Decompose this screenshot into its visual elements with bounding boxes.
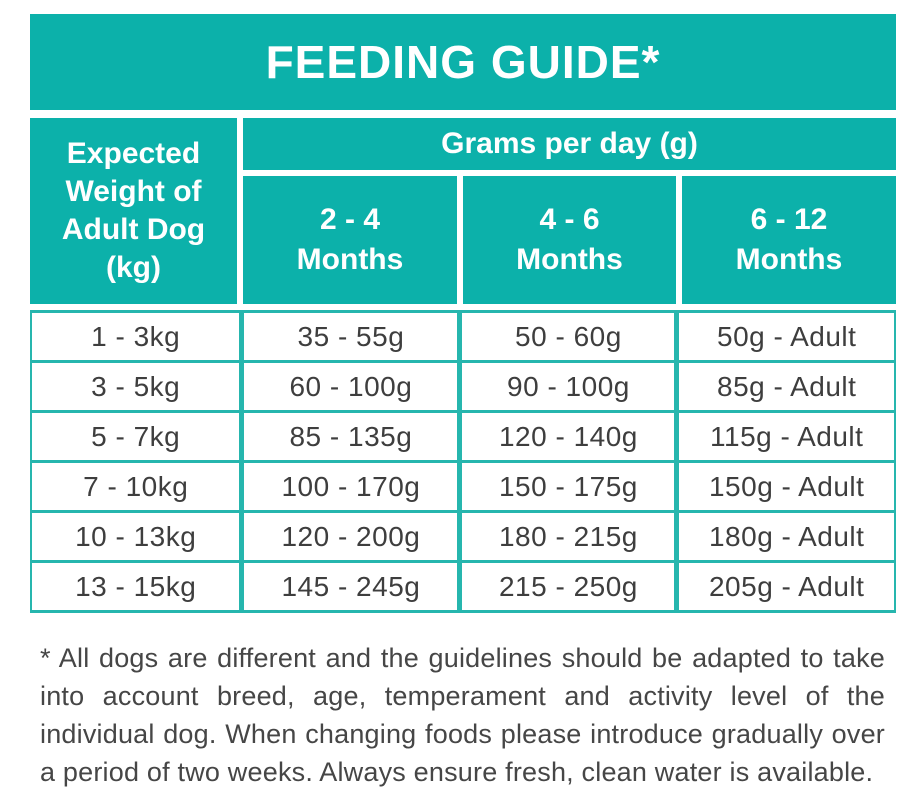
cell-weight: 5 - 7kg — [30, 410, 245, 463]
table-row: 7 - 10kg 100 - 170g 150 - 175g 150g - Ad… — [30, 460, 897, 513]
cell-4-6-months: 90 - 100g — [457, 360, 680, 413]
cell-2-4-months: 85 - 135g — [239, 410, 463, 463]
cell-6-12-months: 180g - Adult — [674, 510, 897, 563]
cell-6-12-months: 85g - Adult — [674, 360, 897, 413]
cell-2-4-months: 60 - 100g — [239, 360, 463, 413]
cell-weight: 13 - 15kg — [30, 560, 245, 613]
feeding-table: 1 - 3kg 35 - 55g 50 - 60g 50g - Adult 3 … — [30, 310, 897, 613]
cell-2-4-months: 120 - 200g — [239, 510, 463, 563]
table-row: 5 - 7kg 85 - 135g 120 - 140g 115g - Adul… — [30, 410, 897, 463]
header-expected-weight: Expected Weight of Adult Dog (kg) — [30, 118, 237, 304]
cell-weight: 10 - 13kg — [30, 510, 245, 563]
header-col-2-4-months-label: 2 - 4 Months — [296, 203, 404, 276]
header-col-6-12-months-label: 6 - 12 Months — [735, 203, 843, 276]
table-row: 10 - 13kg 120 - 200g 180 - 215g 180g - A… — [30, 510, 897, 563]
header-grams-per-day: Grams per day (g) — [243, 118, 896, 170]
header-col-6-12-months: 6 - 12 Months — [682, 176, 896, 304]
footnote: * All dogs are different and the guideli… — [40, 643, 885, 787]
title-banner: FEEDING GUIDE* — [30, 14, 896, 110]
cell-6-12-months: 115g - Adult — [674, 410, 897, 463]
cell-6-12-months: 205g - Adult — [674, 560, 897, 613]
table-row: 1 - 3kg 35 - 55g 50 - 60g 50g - Adult — [30, 310, 897, 363]
header-col-2-4-months: 2 - 4 Months — [243, 176, 457, 304]
cell-4-6-months: 50 - 60g — [457, 310, 680, 363]
cell-weight: 1 - 3kg — [30, 310, 245, 363]
cell-4-6-months: 180 - 215g — [457, 510, 680, 563]
feeding-table-body: 1 - 3kg 35 - 55g 50 - 60g 50g - Adult 3 … — [30, 310, 897, 613]
cell-2-4-months: 100 - 170g — [239, 460, 463, 513]
header-col-4-6-months: 4 - 6 Months — [463, 176, 676, 304]
cell-weight: 3 - 5kg — [30, 360, 245, 413]
cell-4-6-months: 215 - 250g — [457, 560, 680, 613]
table-header: Expected Weight of Adult Dog (kg) Grams … — [30, 118, 896, 304]
cell-6-12-months: 150g - Adult — [674, 460, 897, 513]
cell-6-12-months: 50g - Adult — [674, 310, 897, 363]
cell-2-4-months: 145 - 245g — [239, 560, 463, 613]
page-title: FEEDING GUIDE* — [265, 36, 661, 88]
header-expected-weight-label: Expected Weight of Adult Dog (kg) — [61, 137, 206, 284]
cell-weight: 7 - 10kg — [30, 460, 245, 513]
cell-4-6-months: 120 - 140g — [457, 410, 680, 463]
cell-2-4-months: 35 - 55g — [239, 310, 463, 363]
cell-4-6-months: 150 - 175g — [457, 460, 680, 513]
header-grams-per-day-label: Grams per day (g) — [441, 127, 698, 160]
table-row: 13 - 15kg 145 - 245g 215 - 250g 205g - A… — [30, 560, 897, 613]
table-row: 3 - 5kg 60 - 100g 90 - 100g 85g - Adult — [30, 360, 897, 413]
header-col-4-6-months-label: 4 - 6 Months — [516, 203, 623, 276]
